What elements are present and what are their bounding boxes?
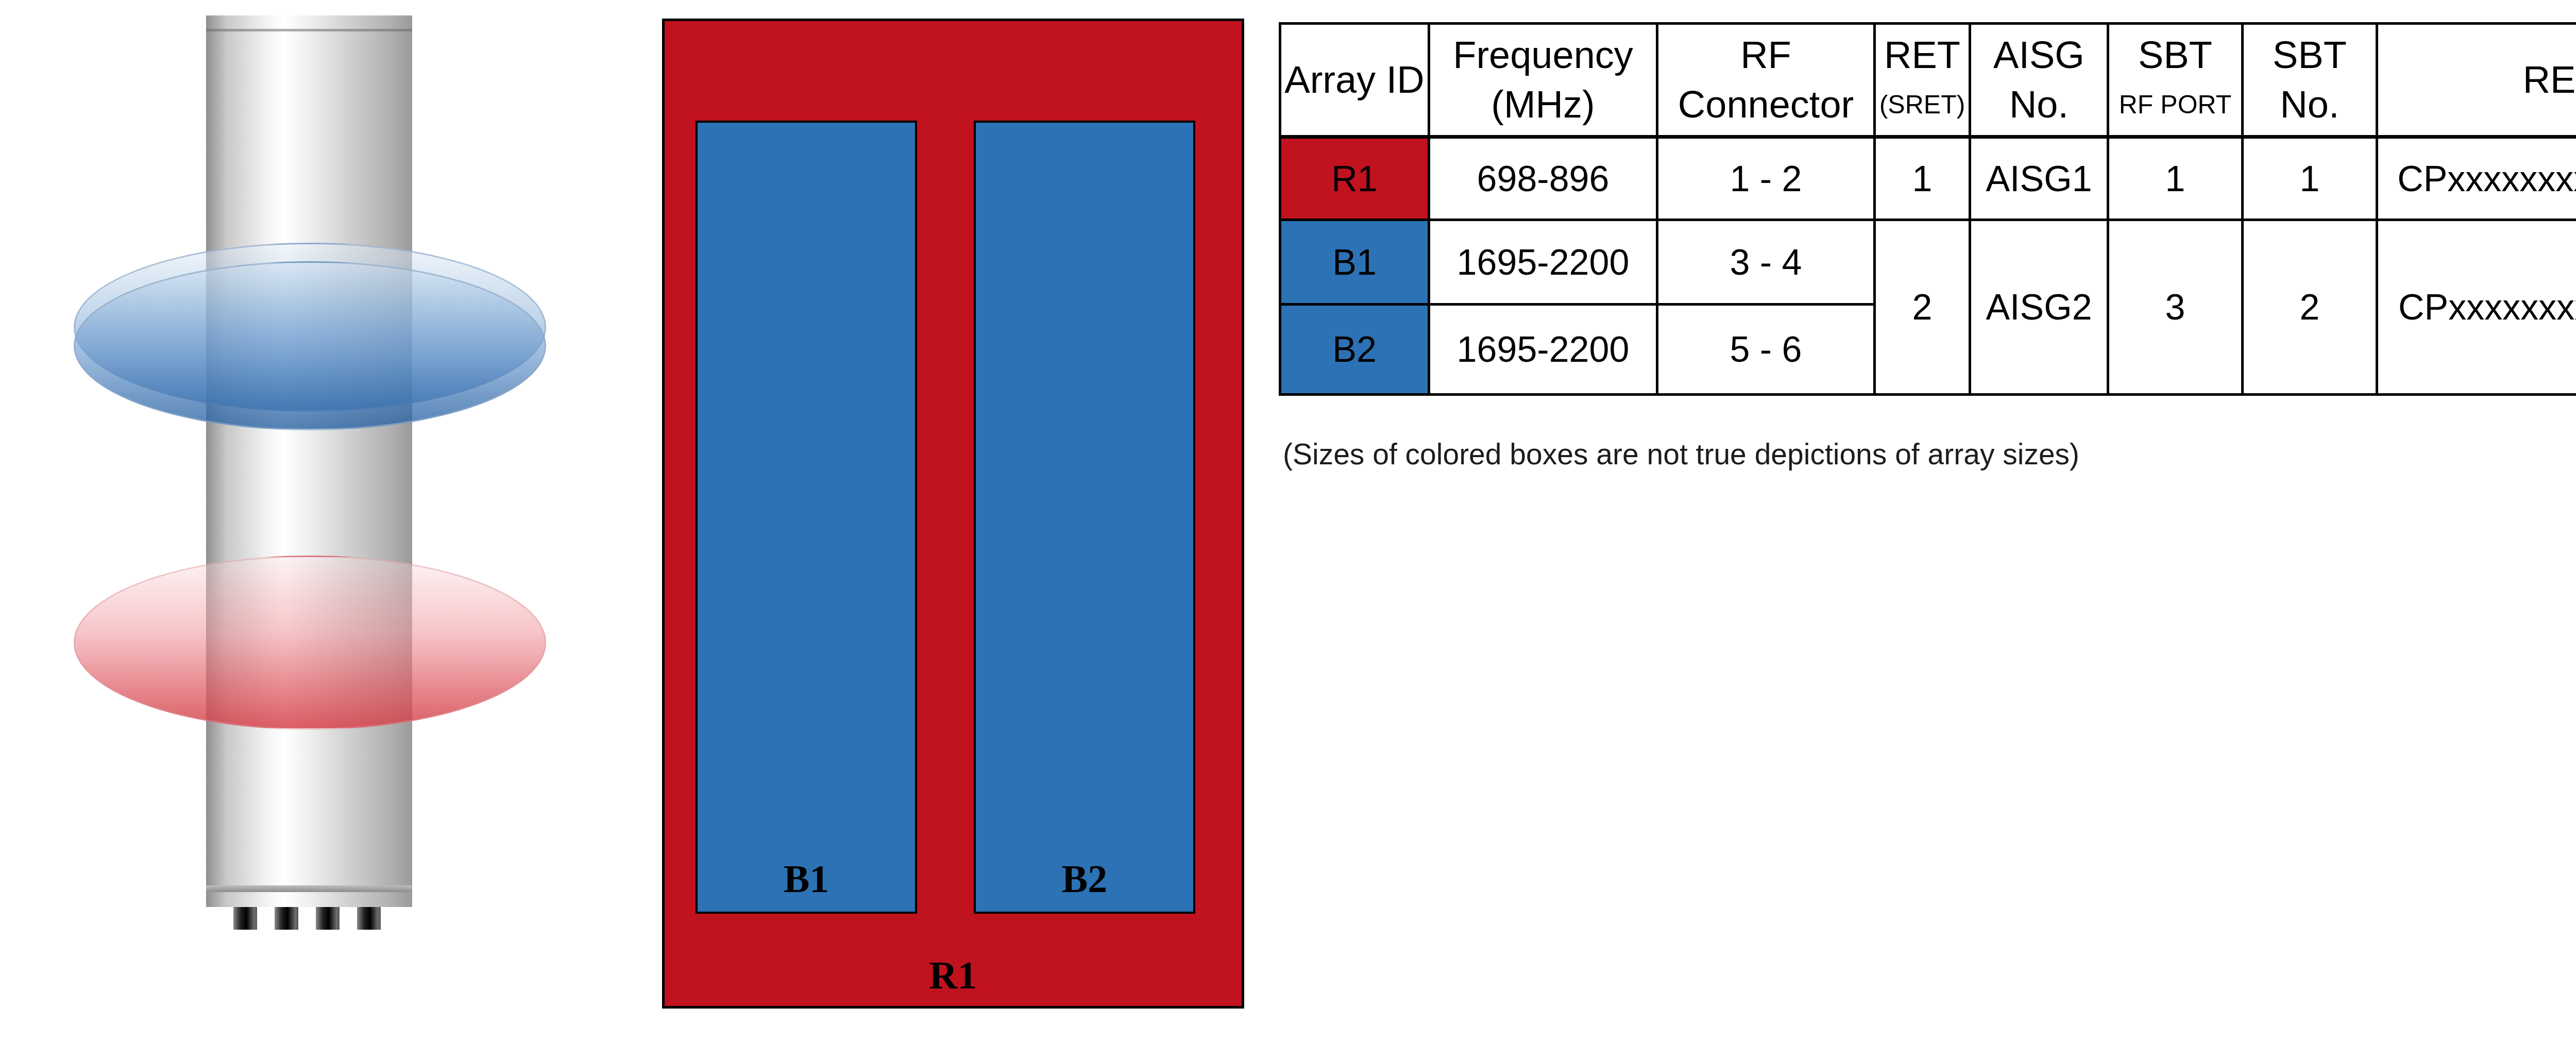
header-sbt-no: SBT No. bbox=[2243, 24, 2377, 137]
cell-r1-array-id: R1 bbox=[1280, 137, 1429, 220]
header-rf-connector: RF Connector bbox=[1657, 24, 1875, 137]
cell-b-ret-uid: CPxxxxxxxxxxxxxxxxxB1 bbox=[2377, 220, 2576, 395]
cell-r1-sbt-no: 1 bbox=[2243, 137, 2377, 220]
antenna-connector-stub bbox=[233, 907, 257, 930]
cell-r1-sbt-rf-port: 1 bbox=[2108, 137, 2243, 220]
header-array-id-text: Array ID bbox=[1281, 55, 1428, 105]
header-array-id: Array ID bbox=[1280, 24, 1429, 137]
red-beam-disk bbox=[74, 556, 546, 730]
header-ret-sret: RET (SRET) bbox=[1875, 24, 1970, 137]
size-disclaimer-note: (Sizes of colored boxes are not true dep… bbox=[1283, 436, 2079, 472]
table-row-r1: R1 698-896 1 - 2 1 AISG1 1 1 CPxxxxxxxxx… bbox=[1280, 137, 2576, 220]
blue-beam-disk-front bbox=[74, 261, 546, 430]
array-r1-label: R1 bbox=[665, 955, 1242, 995]
header-frequency-line2: (MHz) bbox=[1430, 80, 1656, 129]
header-aisg-line1: AISG bbox=[1971, 30, 2107, 80]
cell-b-sbt-no: 2 bbox=[2243, 220, 2377, 395]
header-aisg-line2: No. bbox=[1971, 80, 2107, 129]
array-b2-label: B2 bbox=[976, 859, 1193, 898]
header-frequency: Frequency (MHz) bbox=[1429, 24, 1657, 137]
header-sbt-port-line2: RF PORT bbox=[2109, 80, 2241, 129]
cell-b1-array-id: B1 bbox=[1280, 220, 1429, 305]
cell-b1-rf-connector: 3 - 4 bbox=[1657, 220, 1875, 305]
header-sbt-port-line1: SBT bbox=[2109, 30, 2241, 80]
cell-b2-array-id: B2 bbox=[1280, 305, 1429, 395]
header-aisg-no: AISG No. bbox=[1970, 24, 2108, 137]
antenna-bottom-seam-line bbox=[206, 885, 412, 892]
cell-b-aisg: AISG2 bbox=[1970, 220, 2108, 395]
antenna-connector-stub bbox=[316, 907, 340, 930]
antenna-connector-stub bbox=[357, 907, 381, 930]
array-r1-box: B1 B2 R1 bbox=[662, 19, 1244, 1009]
cell-b2-rf-connector: 5 - 6 bbox=[1657, 305, 1875, 395]
cell-b1-frequency: 1695-2200 bbox=[1429, 220, 1657, 305]
cell-r1-rf-connector: 1 - 2 bbox=[1657, 137, 1875, 220]
antenna-illustration bbox=[0, 0, 659, 1041]
header-sbt-no-line1: SBT bbox=[2244, 30, 2376, 80]
cell-r1-frequency: 698-896 bbox=[1429, 137, 1657, 220]
cell-b-ret: 2 bbox=[1875, 220, 1970, 395]
header-frequency-line1: Frequency bbox=[1430, 30, 1656, 80]
cell-r1-ret: 1 bbox=[1875, 137, 1970, 220]
array-b2-box: B2 bbox=[974, 121, 1195, 914]
header-ret-uid: RET UID bbox=[2377, 24, 2576, 137]
cell-b-sbt-rf-port: 3 bbox=[2108, 220, 2243, 395]
cell-b2-frequency: 1695-2200 bbox=[1429, 305, 1657, 395]
cell-r1-aisg: AISG1 bbox=[1970, 137, 2108, 220]
antenna-cylinder bbox=[206, 15, 412, 907]
array-b1-label: B1 bbox=[698, 859, 915, 898]
antenna-connector-stub bbox=[275, 907, 298, 930]
table-row-b1: B1 1695-2200 3 - 4 2 AISG2 3 2 CPxxxxxxx… bbox=[1280, 220, 2576, 305]
cell-r1-ret-uid: CPxxxxxxxxxxxxxxxxxR1 bbox=[2377, 137, 2576, 220]
header-ret-uid-text: RET UID bbox=[2378, 55, 2576, 105]
header-rf-line2: Connector bbox=[1658, 80, 1873, 129]
antenna-top-seam-line bbox=[206, 29, 412, 31]
table-header-row: Array ID Frequency (MHz) RF Connector RE… bbox=[1280, 24, 2576, 137]
header-rf-line1: RF bbox=[1658, 30, 1873, 80]
header-sbt-rf-port: SBT RF PORT bbox=[2108, 24, 2243, 137]
header-ret-line2: (SRET) bbox=[1876, 80, 1969, 129]
array-b1-box: B1 bbox=[696, 121, 917, 914]
header-sbt-no-line2: No. bbox=[2244, 80, 2376, 129]
port-mapping-table: Array ID Frequency (MHz) RF Connector RE… bbox=[1279, 22, 2576, 396]
header-ret-line1: RET bbox=[1876, 30, 1969, 80]
